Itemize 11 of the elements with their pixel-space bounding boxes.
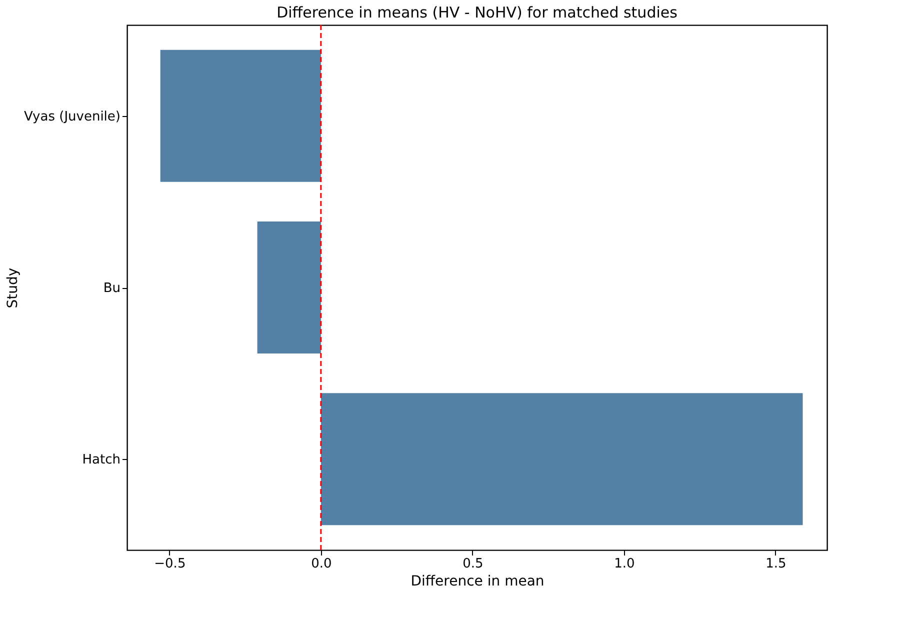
y-tick-label: Hatch (82, 452, 120, 468)
x-tick-label: 1.0 (614, 556, 635, 572)
x-tick-label: 0.5 (462, 556, 484, 572)
chart-title: Difference in means (HV - NoHV) for matched studies (276, 3, 678, 22)
y-tick-label: Vyas (Juvenile) (24, 109, 120, 124)
x-tick-label: 0.0 (311, 556, 332, 572)
x-tick-label: 1.5 (766, 556, 786, 572)
y-tick-label: Bu (103, 281, 120, 296)
y-axis-title: Study (5, 268, 22, 308)
x-axis-title: Difference in mean (410, 574, 544, 590)
x-tick-label: −0.5 (154, 556, 186, 572)
